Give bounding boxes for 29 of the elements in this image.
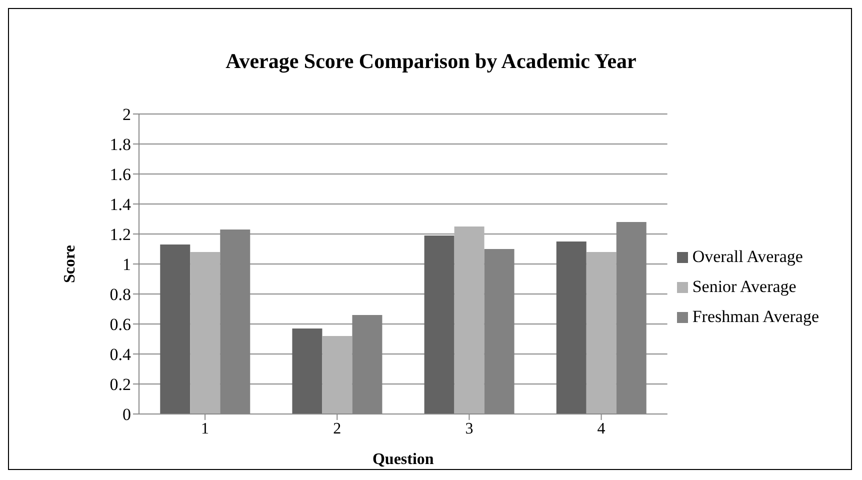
y-tick-label: 0.8 — [110, 285, 131, 304]
bar — [556, 242, 586, 414]
y-tick-label: 1.8 — [110, 135, 131, 154]
x-tick-label: 1 — [201, 420, 210, 438]
bar — [292, 328, 322, 414]
x-axis-title: Question — [372, 451, 434, 468]
y-tick-label: 1.6 — [110, 165, 131, 184]
y-tick-label: 0.4 — [110, 345, 132, 364]
y-tick-label: 0.2 — [110, 375, 131, 394]
y-axis-title: Score — [62, 245, 79, 283]
bar — [586, 252, 616, 414]
y-tick-label: 1.4 — [110, 195, 132, 214]
legend-label: Freshman Average — [692, 306, 819, 326]
x-tick-label: 2 — [333, 420, 342, 438]
chart-title: Average Score Comparison by Academic Year — [224, 49, 638, 74]
y-tick-label: 0 — [122, 405, 131, 424]
y-tick-label: 2 — [122, 105, 131, 124]
x-tick-label: 4 — [597, 420, 606, 438]
legend-label: Overall Average — [692, 246, 803, 266]
bar — [424, 236, 454, 414]
y-tick-label: 1.2 — [110, 225, 131, 244]
y-tick-label: 1 — [122, 255, 131, 274]
x-tick-label: 3 — [465, 420, 474, 438]
bar — [190, 252, 220, 414]
bar — [160, 244, 190, 414]
bar — [454, 226, 484, 414]
y-tick-label: 0.6 — [110, 315, 131, 334]
legend-label: Senior Average — [692, 276, 796, 296]
bar — [322, 336, 352, 414]
